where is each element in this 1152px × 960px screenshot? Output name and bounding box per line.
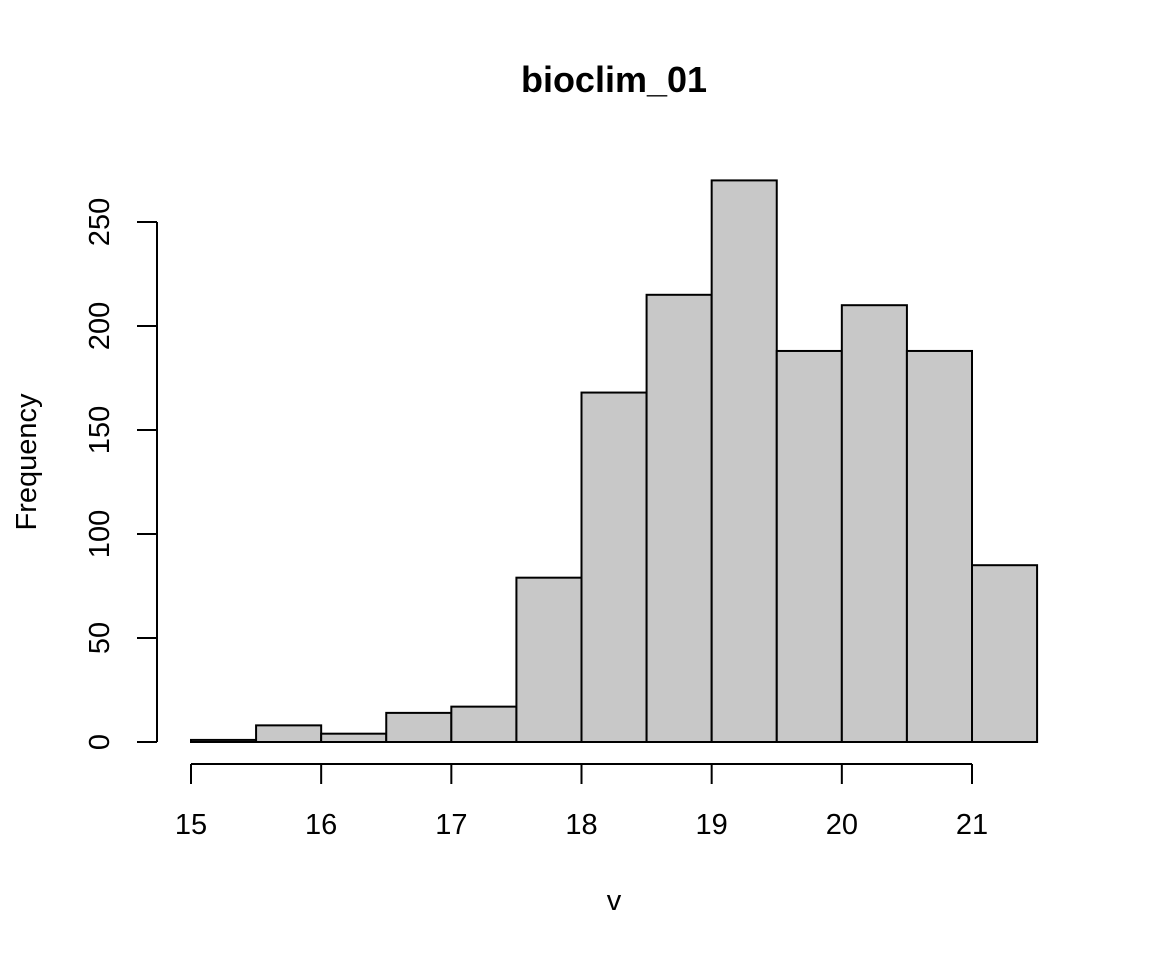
histogram-bar — [320, 732, 388, 743]
chart-title: bioclim_01 — [521, 59, 707, 100]
histogram-bar — [905, 349, 974, 743]
y-tick-label: 150 — [84, 406, 116, 454]
x-axis-label: v — [607, 885, 622, 917]
histogram-bar — [775, 349, 843, 743]
y-axis: 0 50 100 150 200 250 — [84, 198, 158, 750]
x-tick-label: 17 — [435, 809, 467, 841]
y-tick-label: 250 — [84, 198, 116, 246]
y-tick-label: 100 — [84, 510, 116, 558]
histogram-bar — [255, 724, 323, 743]
x-tick-label: 19 — [696, 809, 728, 841]
histogram-bar — [971, 564, 1039, 744]
y-axis-label: Frequency — [11, 393, 43, 531]
histogram-bar — [710, 179, 778, 743]
x-axis: 15 16 17 18 19 20 21 — [175, 763, 988, 841]
x-tick-label: 20 — [826, 809, 858, 841]
histogram-bar — [515, 576, 583, 743]
histogram-bar — [580, 391, 648, 743]
x-tick-label: 18 — [565, 809, 597, 841]
histogram-bar — [190, 738, 258, 743]
y-tick-label: 200 — [84, 302, 116, 350]
x-tick-label: 21 — [956, 809, 988, 841]
histogram-bar — [385, 711, 453, 744]
histogram-bar — [450, 705, 518, 744]
y-tick-label: 0 — [84, 734, 116, 750]
x-tick-label: 16 — [305, 809, 337, 841]
histogram-bar — [840, 304, 908, 743]
histogram-bars — [190, 179, 1039, 744]
histogram-bar — [645, 293, 713, 743]
y-tick-label: 50 — [84, 622, 116, 654]
x-tick-label: 15 — [175, 809, 207, 841]
